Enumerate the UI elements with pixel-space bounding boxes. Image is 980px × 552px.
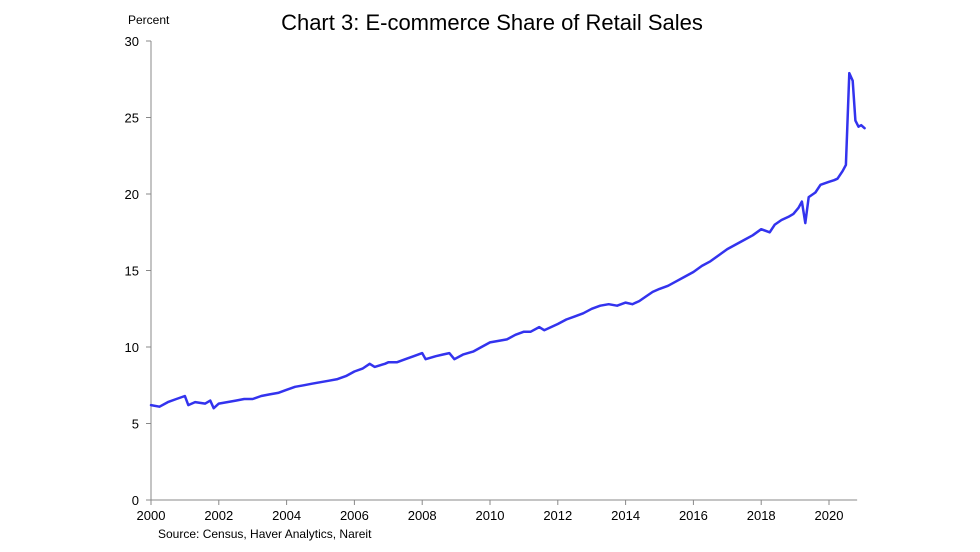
x-tick-label: 2004	[272, 508, 301, 523]
x-tick-label: 2020	[815, 508, 844, 523]
y-tick-label: 25	[125, 111, 139, 126]
series-layer	[149, 71, 866, 410]
y-axis-ticks: 0 5 10 15 20 25 30	[125, 34, 151, 508]
y-tick-label: 10	[125, 340, 139, 355]
chart-title: Chart 3: E-commerce Share of Retail Sale…	[281, 10, 703, 35]
x-tick-label: 2000	[137, 508, 166, 523]
x-axis-ticks: 2000 2002 2004 2006 2008 2010 2012 2014 2016 2018…	[137, 500, 844, 523]
source-note: Source: Census, Haver Analytics, Nareit	[158, 527, 372, 541]
series-line	[149, 71, 866, 410]
x-tick-label: 2006	[340, 508, 369, 523]
x-tick-label: 2010	[476, 508, 505, 523]
y-tick-label: 5	[132, 417, 139, 432]
y-tick-label: 0	[132, 493, 139, 508]
y-axis-unit-label: Percent	[128, 13, 170, 27]
x-tick-label: 2008	[408, 508, 437, 523]
y-tick-label: 20	[125, 187, 139, 202]
y-tick-label: 30	[125, 34, 139, 49]
axes	[150, 41, 858, 501]
x-tick-label: 2012	[543, 508, 572, 523]
x-tick-label: 2002	[204, 508, 233, 523]
x-tick-label: 2018	[747, 508, 776, 523]
y-tick-label: 15	[125, 264, 139, 279]
x-tick-label: 2014	[611, 508, 640, 523]
x-tick-label: 2016	[679, 508, 708, 523]
